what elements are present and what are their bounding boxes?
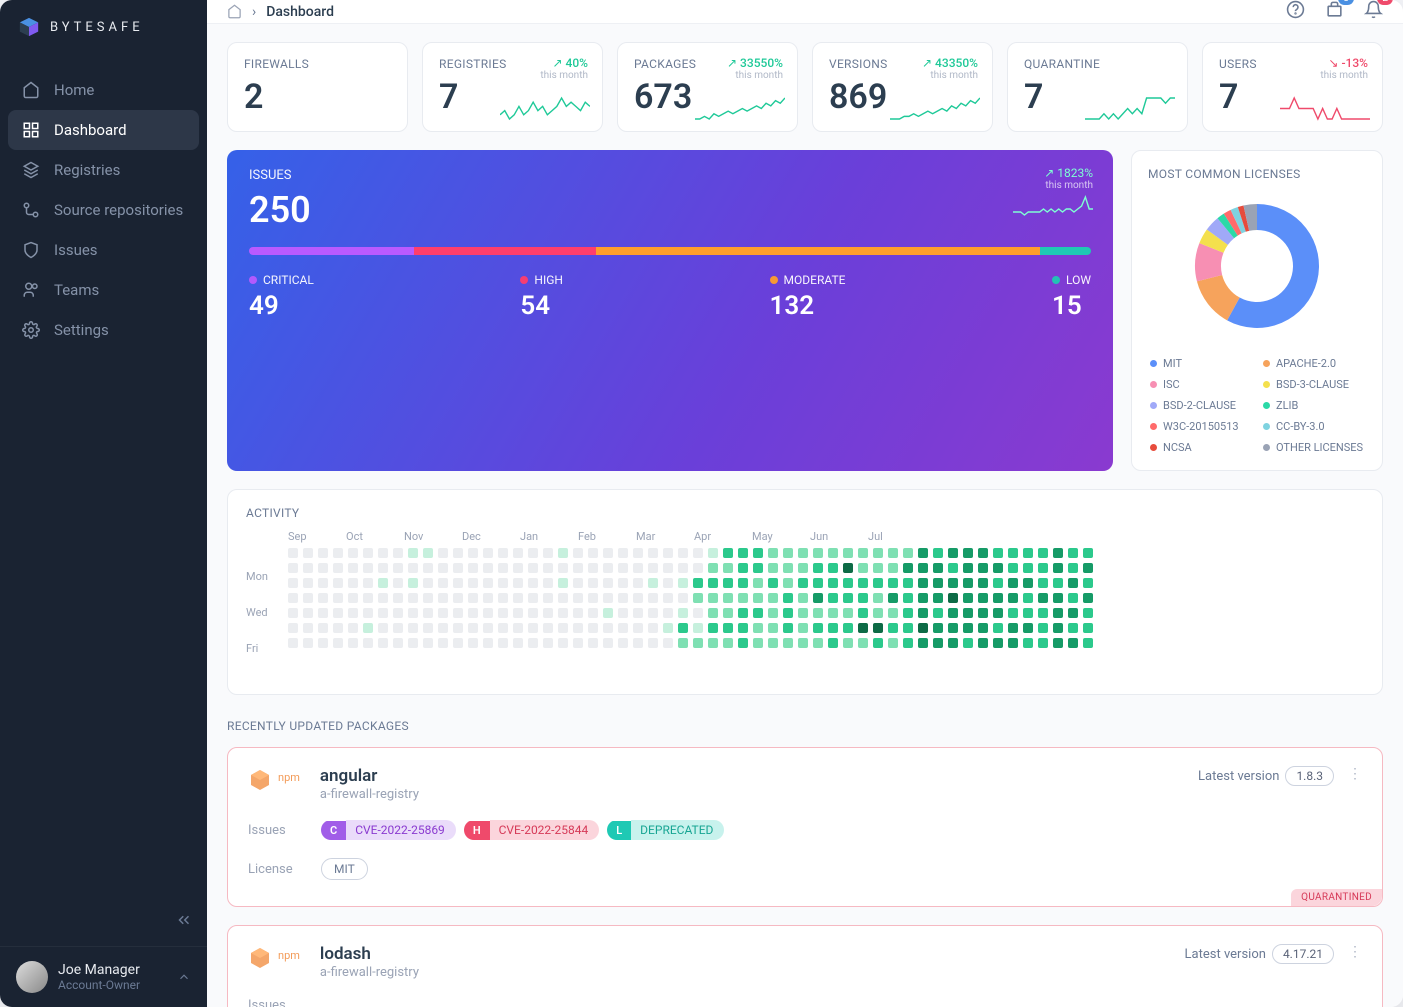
topbar: › Dashboard 3 2 [207, 0, 1403, 24]
issue-chip[interactable]: CCVE-2022-25869 [321, 820, 456, 840]
nav: HomeDashboardRegistriesSource repositori… [0, 54, 207, 366]
package-registry: a-firewall-registry [320, 787, 1198, 802]
package-registry: a-firewall-registry [320, 965, 1185, 980]
stats-row: FIREWALLS2REGISTRIES7↗ 40%this monthPACK… [227, 42, 1383, 132]
sidebar-item-source-repositories[interactable]: Source repositories [8, 190, 199, 230]
collapse-sidebar-button[interactable] [175, 911, 193, 933]
licenses-donut-chart [1182, 191, 1332, 341]
package-name[interactable]: lodash [320, 944, 1185, 964]
sidebar-item-dashboard[interactable]: Dashboard [8, 110, 199, 150]
user-footer[interactable]: Joe Manager Account-Owner [0, 946, 207, 1007]
activity-title: ACTIVITY [246, 506, 1364, 520]
home-icon[interactable] [227, 4, 242, 19]
legend-bsd-3-clause: BSD-3-CLAUSE [1263, 378, 1364, 391]
stat-card-quarantine: QUARANTINE7 [1007, 42, 1188, 132]
sidebar-item-issues[interactable]: Issues [8, 230, 199, 270]
alerts-badge: 2 [1377, 0, 1393, 5]
legend-other licenses: OTHER LICENSES [1263, 441, 1364, 454]
user-role: Account-Owner [58, 978, 167, 992]
package-more-button[interactable]: ⋮ [1348, 766, 1362, 782]
legend-cc-by-3.0: CC-BY-3.0 [1263, 420, 1364, 433]
avatar [16, 961, 48, 993]
help-button[interactable] [1286, 0, 1305, 23]
package-card-lodash: npmlodasha-firewall-registryLatest versi… [227, 925, 1383, 1007]
issues-breakdown: CRITICAL49HIGH54MODERATE132LOW15 [249, 273, 1091, 321]
package-source: npm [278, 771, 300, 784]
issues-label: ISSUES [249, 168, 1091, 183]
licenses-card: MOST COMMON LICENSES MIT APACHE-2.0 ISC BSD… [1131, 150, 1383, 471]
package-icon [248, 946, 272, 970]
issue-chip[interactable]: LDEPRECATED [607, 820, 724, 840]
legend-bsd-2-clause: BSD-2-CLAUSE [1150, 399, 1251, 412]
packages-section-title: RECENTLY UPDATED PACKAGES [227, 719, 1383, 733]
licenses-legend: MIT APACHE-2.0 ISC BSD-3-CLAUSE BSD-2-CLAUSE… [1148, 357, 1366, 454]
user-name: Joe Manager [58, 962, 167, 978]
issue-chip[interactable]: HCVE-2022-25844 [464, 820, 599, 840]
activity-card: ACTIVITY MonWedFri SepOctNovDecJanFebMar… [227, 489, 1383, 695]
registry-badge: 3 [1338, 0, 1354, 5]
legend-w3c-20150513: W3C-20150513 [1150, 420, 1251, 433]
breadcrumb: › Dashboard [227, 4, 334, 20]
legend-ncsa: NCSA [1150, 441, 1251, 454]
legend-zlib: ZLIB [1263, 399, 1364, 412]
activity-heatmap [288, 548, 1093, 648]
version-pill: 4.17.21 [1272, 944, 1334, 964]
logo-icon [18, 16, 40, 38]
notifications-button[interactable]: 2 [1364, 0, 1383, 23]
tag-quarantined: QUARANTINED [1291, 889, 1382, 906]
sidebar-item-home[interactable]: Home [8, 70, 199, 110]
legend-isc: ISC [1150, 378, 1251, 391]
stat-card-users: USERS7↘ -13%this month [1202, 42, 1383, 132]
chevron-up-icon [177, 970, 191, 984]
brand-name: BYTESAFE [50, 20, 144, 35]
issues-trend: ↗ 1823% this month [1013, 166, 1093, 220]
sidebar-item-settings[interactable]: Settings [8, 310, 199, 350]
sidebar: BYTESAFE HomeDashboardRegistriesSource r… [0, 0, 207, 1007]
package-card-angular: npmangulara-firewall-registryLatest vers… [227, 747, 1383, 907]
breadcrumb-current: Dashboard [266, 4, 334, 20]
issues-card: ISSUES ↗ 1823% this month 250 CRITICAL49… [227, 150, 1113, 471]
stat-card-versions: VERSIONS869↗ 43350%this month [812, 42, 993, 132]
registry-icon-button[interactable]: 3 [1325, 0, 1344, 23]
version-pill: 1.8.3 [1285, 766, 1334, 786]
license-pill: MIT [321, 858, 368, 880]
logo: BYTESAFE [0, 0, 207, 54]
package-source: npm [278, 949, 300, 962]
issues-total: 250 [249, 189, 1091, 231]
package-icon [248, 768, 272, 792]
licenses-title: MOST COMMON LICENSES [1148, 167, 1366, 181]
stat-card-packages: PACKAGES673↗ 33550%this month [617, 42, 798, 132]
legend-mit: MIT [1150, 357, 1251, 370]
legend-apache-2.0: APACHE-2.0 [1263, 357, 1364, 370]
stat-card-registries: REGISTRIES7↗ 40%this month [422, 42, 603, 132]
package-name[interactable]: angular [320, 766, 1198, 786]
stat-card-firewalls: FIREWALLS2 [227, 42, 408, 132]
issues-bar [249, 247, 1091, 255]
sidebar-item-teams[interactable]: Teams [8, 270, 199, 310]
package-more-button[interactable]: ⋮ [1348, 944, 1362, 960]
sidebar-item-registries[interactable]: Registries [8, 150, 199, 190]
